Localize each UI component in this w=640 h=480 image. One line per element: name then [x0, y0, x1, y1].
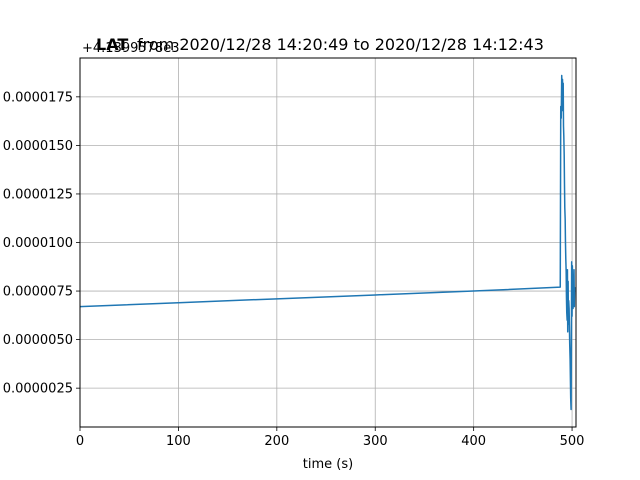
- x-tick-label: 500: [560, 434, 585, 449]
- grid-layer: [79, 58, 576, 427]
- x-tick-label: 100: [166, 434, 191, 449]
- y-tick-label: 0.0000075: [3, 285, 73, 300]
- series-line: [79, 74, 576, 411]
- y-tick-label: 0.0000025: [3, 382, 73, 397]
- y-tick-label: 0.0000125: [3, 187, 73, 202]
- chart-title-prefix: LAT: [96, 35, 128, 54]
- chart-title: from 2020/12/28 14:20:49 to 2020/12/28 1…: [137, 35, 544, 54]
- x-axis-label: time (s): [303, 457, 353, 472]
- y-tick-label: 0.0000150: [3, 139, 73, 154]
- x-tick-label: 200: [264, 434, 289, 449]
- x-tick-label: 400: [461, 434, 486, 449]
- axis-layer: 0 100 200 300 400 500 0.0000025 0.0000050 0.0000…: [3, 57, 585, 449]
- label-layer: LAT from 2020/12/28 14:20:49 to 2020/12/…: [82, 35, 544, 472]
- y-tick-label: 0.0000175: [3, 90, 73, 105]
- data-layer: [79, 74, 576, 411]
- y-tick-label: 0.0000100: [3, 236, 73, 251]
- x-tick-label: 300: [363, 434, 388, 449]
- plot-frame: [79, 57, 577, 428]
- x-tick-label: 0: [76, 434, 84, 449]
- y-tick-label: 0.0000050: [3, 333, 73, 348]
- y-offset-label: +4.1399578e3: [82, 41, 179, 56]
